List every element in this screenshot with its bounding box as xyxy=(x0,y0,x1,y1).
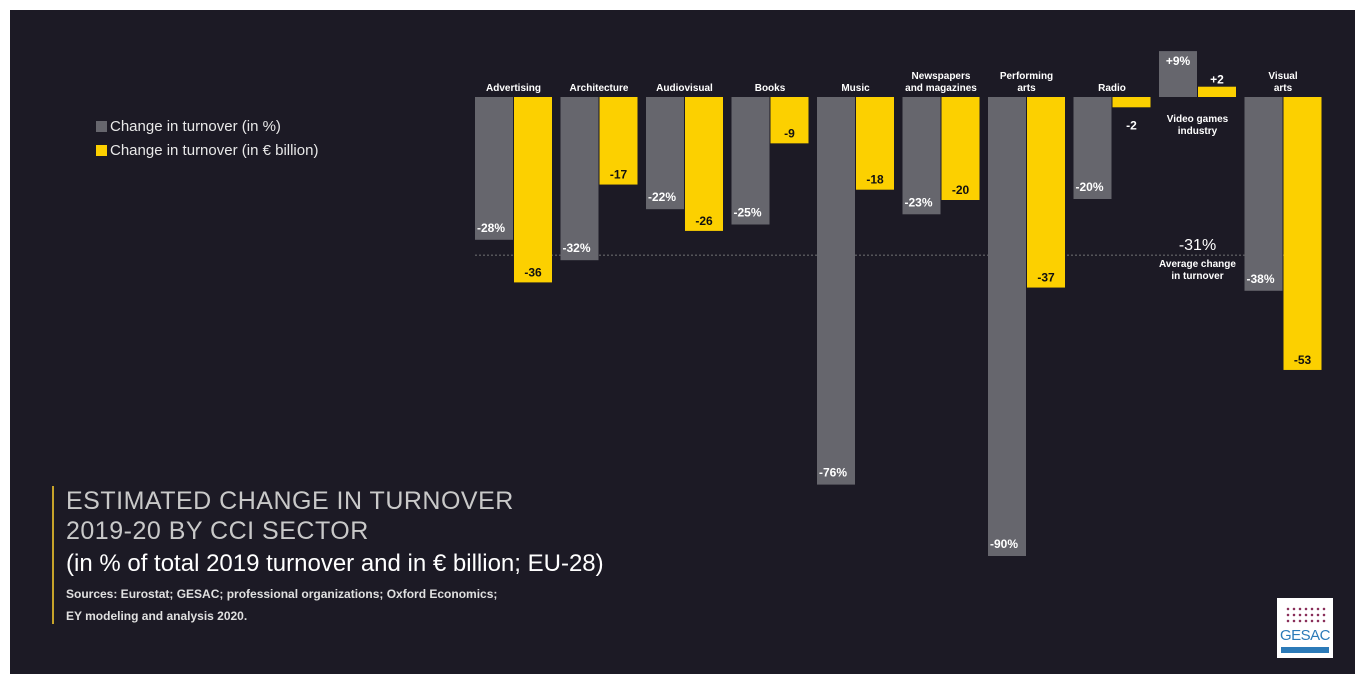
category-label-newspapers-and-magazines-1: and magazines xyxy=(905,83,977,94)
chart-title-line2: 2019-20 BY CCI SECTOR xyxy=(66,517,369,545)
bar-chart: -28% -36 Advertising -32% -17 Architecture -22… xyxy=(475,51,1322,556)
label-pct-newspapers-and-magazines: -23% xyxy=(905,195,933,209)
bar-pct-visual-arts xyxy=(1244,97,1283,291)
category-label-newspapers-and-magazines-0: Newspapers xyxy=(912,71,971,82)
bar-pct-newspapers-and-magazines xyxy=(902,97,941,215)
label-eur-newspapers-and-magazines: -20 xyxy=(952,183,970,197)
legend-item-eur: Change in turnover (in € billion) xyxy=(96,138,318,162)
category-label-visual-arts-0: Visual xyxy=(1268,71,1297,82)
bar-pct-audiovisual xyxy=(646,97,684,210)
legend-label-eur: Change in turnover (in € billion) xyxy=(110,141,319,159)
logo-bar-icon xyxy=(1281,647,1329,653)
title-block: ESTIMATED CHANGE IN TURNOVER 2019-20 BY … xyxy=(52,486,604,624)
bar-eur-newspapers-and-magazines xyxy=(941,97,980,200)
label-eur-advertising: -36 xyxy=(524,265,542,279)
bar-eur-radio xyxy=(1112,97,1151,108)
category-label-music-0: Music xyxy=(841,83,870,94)
bar-eur-books xyxy=(770,97,809,144)
category-label-video-games-industry-1: industry xyxy=(1178,126,1218,137)
chart-title-line1: ESTIMATED CHANGE IN TURNOVER xyxy=(66,487,514,515)
bar-pct-books xyxy=(731,97,770,225)
legend: Change in turnover (in %) Change in turn… xyxy=(96,114,318,162)
label-eur-audiovisual: -26 xyxy=(695,214,713,228)
average-caption-1: in turnover xyxy=(1171,271,1223,282)
category-label-advertising-0: Advertising xyxy=(486,83,541,94)
category-label-performing-arts-0: Performing xyxy=(1000,71,1053,82)
label-pct-radio: -20% xyxy=(1076,180,1104,194)
bar-eur-video-games-industry xyxy=(1198,86,1236,97)
gesac-logo: GESAC xyxy=(1277,598,1333,658)
bar-eur-music xyxy=(856,97,894,190)
legend-swatch-pct xyxy=(96,120,107,132)
bar-pct-architecture xyxy=(560,97,599,261)
label-pct-audiovisual: -22% xyxy=(648,190,676,204)
bar-pct-radio xyxy=(1073,97,1112,199)
label-pct-visual-arts: -38% xyxy=(1247,272,1275,286)
label-eur-visual-arts: -53 xyxy=(1294,353,1312,367)
label-pct-books: -25% xyxy=(734,206,762,220)
label-pct-music: -76% xyxy=(819,466,847,480)
bar-eur-visual-arts xyxy=(1283,97,1322,370)
average-value-label: -31% xyxy=(1179,237,1216,254)
category-label-visual-arts-1: arts xyxy=(1274,83,1293,94)
category-label-architecture-0: Architecture xyxy=(570,83,629,94)
legend-swatch-eur xyxy=(96,144,107,156)
label-eur-performing-arts: -37 xyxy=(1037,271,1055,285)
chart-panel: -28% -36 Advertising -32% -17 Architecture -22… xyxy=(10,10,1355,674)
bar-eur-advertising xyxy=(514,97,552,283)
category-label-performing-arts-1: arts xyxy=(1017,83,1036,94)
sources-line1: Sources: Eurostat; GESAC; professional o… xyxy=(66,587,498,601)
category-label-radio-0: Radio xyxy=(1098,83,1126,94)
bar-pct-music xyxy=(817,97,855,485)
chart-subtitle: (in % of total 2019 turnover and in € bi… xyxy=(66,550,604,577)
logo-dots-icon xyxy=(1285,606,1327,624)
label-eur-music: -18 xyxy=(866,173,884,187)
bar-pct-performing-arts xyxy=(988,97,1026,556)
label-eur-architecture: -17 xyxy=(610,168,628,182)
category-label-video-games-industry-0: Video games xyxy=(1167,114,1229,125)
label-eur-radio: -2 xyxy=(1126,118,1137,132)
bar-eur-architecture xyxy=(599,97,638,185)
label-pct-advertising: -28% xyxy=(477,221,505,235)
label-pct-video-games-industry: +9% xyxy=(1166,54,1191,68)
bar-pct-video-games-industry xyxy=(1159,51,1197,97)
bar-eur-performing-arts xyxy=(1027,97,1065,288)
legend-item-pct: Change in turnover (in %) xyxy=(96,114,318,138)
legend-label-pct: Change in turnover (in %) xyxy=(110,117,281,135)
bar-pct-advertising xyxy=(475,97,513,240)
label-pct-architecture: -32% xyxy=(563,241,591,255)
category-label-books-0: Books xyxy=(755,83,786,94)
label-pct-performing-arts: -90% xyxy=(990,537,1018,551)
label-eur-books: -9 xyxy=(784,126,795,140)
bar-eur-audiovisual xyxy=(685,97,723,231)
label-eur-video-games-industry: +2 xyxy=(1210,73,1224,87)
sources-line2: EY modeling and analysis 2020. xyxy=(66,609,248,623)
average-caption-0: Average change xyxy=(1159,259,1236,270)
category-label-audiovisual-0: Audiovisual xyxy=(656,83,713,94)
logo-text: GESAC xyxy=(1279,627,1331,644)
